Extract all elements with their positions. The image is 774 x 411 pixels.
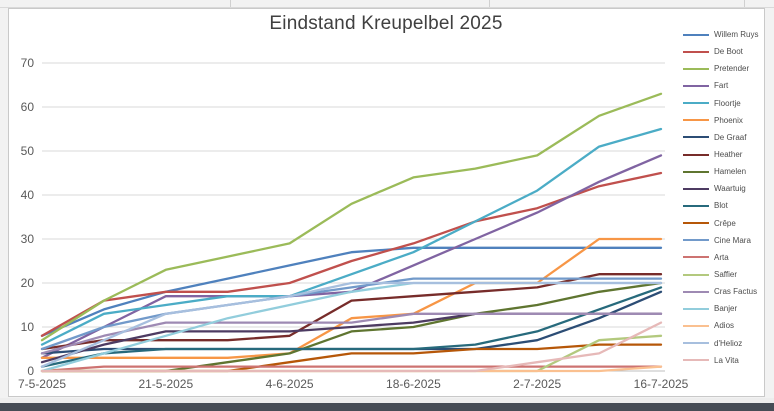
sheet-bottom-margin xyxy=(0,398,774,403)
legend-label: Floortje xyxy=(714,98,741,108)
legend-line-swatch xyxy=(683,67,709,70)
x-tick-7-5-2025: 7-5-2025 xyxy=(17,377,67,391)
legend-line-swatch xyxy=(683,102,709,105)
legend-item-heather[interactable]: Heather xyxy=(683,146,765,163)
legend-line-swatch xyxy=(683,170,709,173)
legend-item-cine-mara[interactable]: Cine Mara xyxy=(683,232,765,249)
legend-label: Waartuig xyxy=(714,184,746,194)
sheet-cell-gridline xyxy=(230,0,231,8)
legend-item-hamelen[interactable]: Hamelen xyxy=(683,163,765,180)
legend-label: Cras Factus xyxy=(714,287,758,297)
legend-line-swatch xyxy=(683,239,709,242)
series-line-floortje[interactable] xyxy=(40,127,663,346)
legend-line-swatch xyxy=(683,307,709,310)
legend-line-swatch xyxy=(683,136,709,139)
legend-label: Crêpe xyxy=(714,218,736,228)
x-tick-2-7-2025: 2-7-2025 xyxy=(513,377,562,391)
chart-legend: Willem Ruys De Boot Pretender Fart Floortje P… xyxy=(683,26,765,369)
series-line-d-helioz[interactable] xyxy=(40,281,663,368)
series-line-la-vita[interactable] xyxy=(40,321,663,373)
legend-item-cras-factus[interactable]: Cras Factus xyxy=(683,283,765,300)
x-tick-18-6-2025: 18-6-2025 xyxy=(386,377,441,391)
legend-label: La Vita xyxy=(714,355,739,365)
legend-line-swatch xyxy=(683,324,709,327)
window-bottom-bar xyxy=(0,403,774,411)
x-tick-16-7-2025: 16-7-2025 xyxy=(633,377,689,391)
legend-line-swatch xyxy=(683,50,709,53)
legend-line-swatch xyxy=(683,33,709,36)
legend-label: De Boot xyxy=(714,47,743,57)
y-tick-30: 30 xyxy=(20,232,34,246)
legend-item-blot[interactable]: Blot xyxy=(683,197,765,214)
legend-line-swatch xyxy=(683,290,709,293)
legend-item-de-boot[interactable]: De Boot xyxy=(683,43,765,60)
legend-line-swatch xyxy=(683,187,709,190)
legend-item-d-helioz[interactable]: d'Helioz xyxy=(683,335,765,352)
legend-item-arta[interactable]: Arta xyxy=(683,249,765,266)
legend-item-fart[interactable]: Fart xyxy=(683,77,765,94)
y-tick-50: 50 xyxy=(20,144,34,158)
legend-item-la-vita[interactable]: La Vita xyxy=(683,352,765,369)
legend-label: Saffier xyxy=(714,270,737,280)
legend-label: Banjer xyxy=(714,304,738,314)
chart-title[interactable]: Eindstand Kreupelbel 2025 xyxy=(269,13,503,34)
legend-line-swatch xyxy=(683,256,709,259)
legend-label: Fart xyxy=(714,81,729,91)
legend-label: Cine Mara xyxy=(714,235,751,245)
legend-label: Phoenix xyxy=(714,115,743,125)
legend-item-waartuig[interactable]: Waartuig xyxy=(683,180,765,197)
y-tick-10: 10 xyxy=(20,320,34,334)
legend-label: Adios xyxy=(714,321,735,331)
legend-item-cr-pe[interactable]: Crêpe xyxy=(683,215,765,232)
legend-line-swatch xyxy=(683,359,709,362)
sheet-cell-gridline xyxy=(0,7,774,8)
legend-label: Blot xyxy=(714,201,728,211)
legend-label: Arta xyxy=(714,252,729,262)
legend-line-swatch xyxy=(683,153,709,156)
series-line-phoenix[interactable] xyxy=(40,237,663,359)
legend-line-swatch xyxy=(683,204,709,207)
legend-item-banjer[interactable]: Banjer xyxy=(683,300,765,317)
legend-item-saffier[interactable]: Saffier xyxy=(683,266,765,283)
sheet-cell-gridline xyxy=(744,0,745,8)
legend-line-swatch xyxy=(683,84,709,87)
legend-label: Willem Ruys xyxy=(714,30,759,40)
y-tick-60: 60 xyxy=(20,100,34,114)
legend-item-phoenix[interactable]: Phoenix xyxy=(683,112,765,129)
legend-item-adios[interactable]: Adios xyxy=(683,317,765,334)
legend-label: Hamelen xyxy=(714,167,747,177)
series-line-blot[interactable] xyxy=(40,286,663,368)
x-tick-21-5-2025: 21-5-2025 xyxy=(138,377,194,391)
legend-line-swatch xyxy=(683,119,709,122)
legend-item-floortje[interactable]: Floortje xyxy=(683,95,765,112)
x-tick-4-6-2025: 4-6-2025 xyxy=(265,377,314,391)
legend-item-willem-ruys[interactable]: Willem Ruys xyxy=(683,26,765,43)
y-tick-40: 40 xyxy=(20,188,34,202)
y-tick-20: 20 xyxy=(20,276,34,290)
y-tick-70: 70 xyxy=(20,56,34,70)
legend-line-swatch xyxy=(683,273,709,276)
legend-label: Heather xyxy=(714,150,743,160)
series-line-de-boot[interactable] xyxy=(40,171,663,337)
series-line-cras-factus[interactable] xyxy=(40,312,663,355)
legend-label: d'Helioz xyxy=(714,338,743,348)
series-line-willem-ruys[interactable] xyxy=(40,246,663,337)
legend-line-swatch xyxy=(683,222,709,225)
legend-line-swatch xyxy=(683,342,709,345)
chart-object-frame[interactable] xyxy=(8,8,765,397)
legend-item-pretender[interactable]: Pretender xyxy=(683,60,765,77)
sheet-cell-gridline xyxy=(489,0,490,8)
series-line-pretender[interactable] xyxy=(40,92,663,342)
series-line-cine-mara[interactable] xyxy=(40,277,663,351)
legend-item-de-graaf[interactable]: De Graaf xyxy=(683,129,765,146)
legend-label: Pretender xyxy=(714,64,750,74)
series-line-arta[interactable] xyxy=(40,365,663,373)
legend-label: De Graaf xyxy=(714,132,747,142)
y-tick-0: 0 xyxy=(27,364,34,378)
